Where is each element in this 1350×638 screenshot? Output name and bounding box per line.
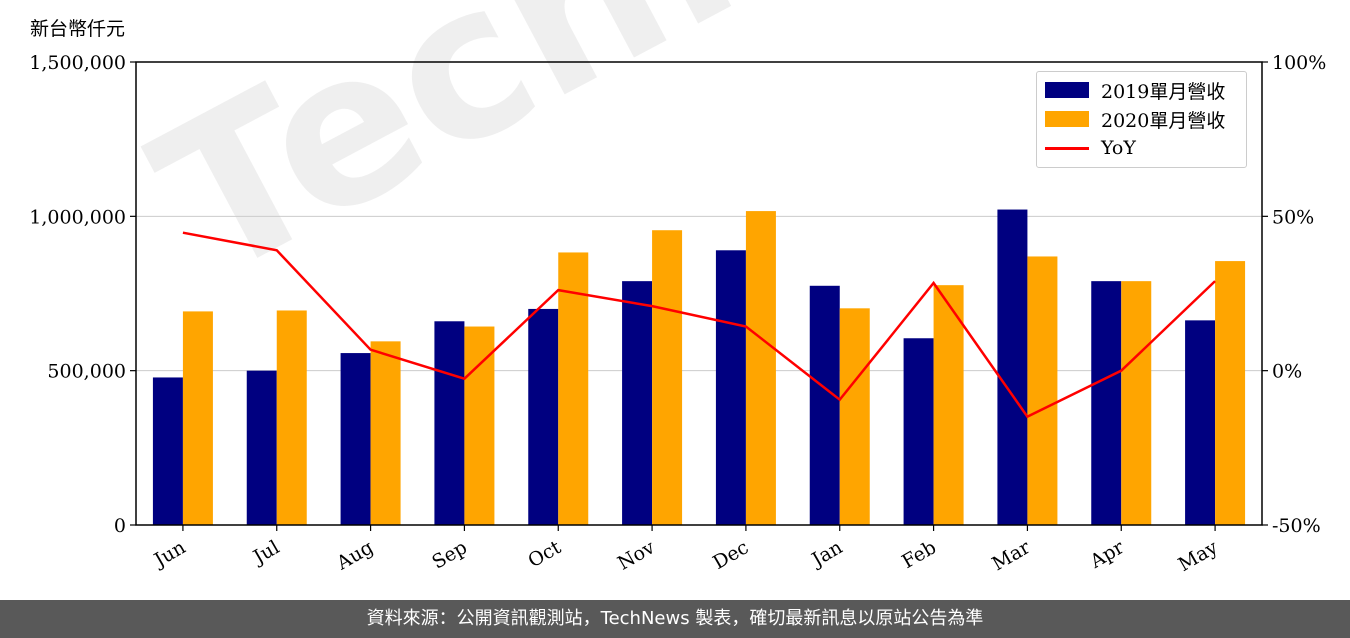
bar-2019-jul: [246, 370, 277, 525]
x-tick-label-mar: Mar: [988, 536, 1034, 575]
x-tick-label-jun: Jun: [149, 536, 190, 572]
bar-2019-feb: [903, 338, 934, 525]
bar-2020-oct: [558, 252, 589, 525]
x-tick-label-dec: Dec: [709, 536, 752, 574]
bar-2019-sep: [434, 321, 465, 525]
bar-2019-mar: [997, 209, 1028, 525]
bar-2020-mar: [1027, 256, 1058, 525]
x-tick-label-nov: Nov: [614, 536, 659, 575]
legend-swatch-2020: [1045, 111, 1089, 127]
y-right-tick-label: 0%: [1272, 361, 1302, 383]
x-tick-label-may: May: [1175, 536, 1222, 576]
legend-label-yoy: YoY: [1101, 137, 1136, 159]
bar-2020-apr: [1121, 281, 1152, 525]
bar-2019-apr: [1091, 281, 1122, 525]
y-right-tick-label: 100%: [1272, 52, 1326, 74]
bar-2020-feb: [933, 285, 964, 525]
y-left-tick-label: 1,500,000: [29, 52, 126, 74]
legend-swatch-2019: [1045, 82, 1089, 98]
bar-2020-jun: [182, 311, 213, 525]
y-left-tick-label: 1,000,000: [29, 206, 126, 228]
source-footer: 資料來源：公開資訊觀測站，TechNews 製表，確切最新訊息以原站公告為準: [0, 600, 1350, 638]
bar-2020-may: [1215, 261, 1246, 525]
bar-2019-oct: [528, 308, 559, 525]
bar-2020-aug: [370, 341, 401, 525]
legend-item-2019: 2019單月營收: [1045, 77, 1225, 103]
x-tick-label-jan: Jan: [807, 536, 847, 572]
y-axis-unit-label: 新台幣仟元: [30, 18, 126, 40]
bar-2020-nov: [652, 230, 683, 525]
bar-2020-jan: [839, 308, 870, 525]
legend-line-yoy: [1045, 146, 1089, 150]
bar-2019-nov: [622, 281, 653, 525]
chart-legend: 2019單月營收 2020單月營收 YoY: [1036, 71, 1247, 168]
bar-2020-sep: [464, 326, 495, 525]
x-tick-label-jul: Jul: [248, 536, 283, 569]
plot-frame: [135, 61, 1263, 526]
bar-2020-jul: [276, 310, 307, 525]
bar-2019-dec: [715, 250, 746, 525]
bar-2020-dec: [745, 211, 776, 525]
bar-2019-jun: [152, 377, 183, 525]
bar-2019-jan: [809, 285, 840, 525]
y-left-tick-label: 0: [114, 515, 126, 537]
revenue-chart: 0 500,000 1,000,000 1,500,000 -50% 0% 50% 100% J…: [29, 52, 1326, 576]
y-right-tick-label: 50%: [1272, 206, 1314, 228]
x-tick-label-sep: Sep: [428, 536, 471, 573]
x-tick-label-aug: Aug: [332, 536, 377, 575]
y-left-tick-label: 500,000: [47, 361, 126, 383]
x-tick-label-oct: Oct: [524, 536, 565, 572]
bar-2019-aug: [340, 353, 371, 525]
y-right-tick-label: -50%: [1272, 515, 1321, 537]
legend-item-2020: 2020單月營收: [1045, 106, 1225, 132]
bar-2019-may: [1185, 320, 1216, 525]
x-tick-label-apr: Apr: [1086, 536, 1129, 573]
legend-item-yoy: YoY: [1045, 135, 1136, 161]
x-tick-label-feb: Feb: [898, 536, 940, 573]
yoy-line: [182, 231, 1216, 419]
legend-label-2020: 2020單月營收: [1101, 109, 1226, 132]
legend-label-2019: 2019單月營收: [1101, 80, 1226, 103]
